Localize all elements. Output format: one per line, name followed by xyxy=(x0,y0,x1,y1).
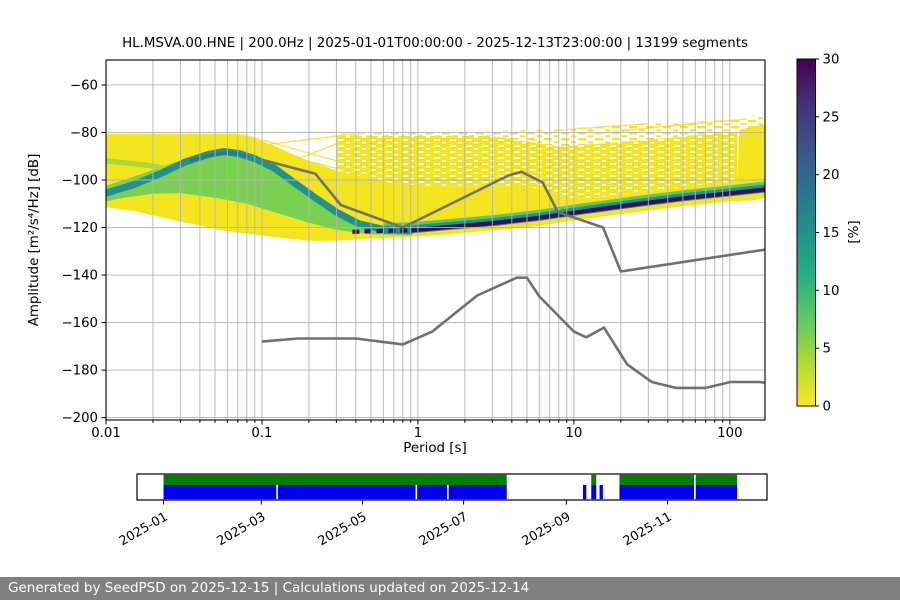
timeline-segment-blue xyxy=(619,485,695,500)
y-tick-label: −60 xyxy=(70,78,98,93)
y-tick-label: −80 xyxy=(70,126,98,141)
colorbar: 0 5 10 15 20 25 30 xyxy=(796,53,840,415)
x-axis-label: Period [s] xyxy=(403,441,466,456)
heatmap-green-streak xyxy=(106,158,171,171)
x-tick-label: 100 xyxy=(717,426,742,441)
heatmap-psd-streak xyxy=(274,134,360,169)
y-tick-label: −180 xyxy=(61,364,98,379)
y-tick-label: −100 xyxy=(61,174,98,189)
x-tick-label: 1 xyxy=(414,426,422,441)
colorbar-tick-label: 25 xyxy=(823,110,840,125)
x-tick-label: 10 xyxy=(565,426,582,441)
heatmap-ridge-core xyxy=(189,151,249,163)
footer-bar: Generated by SeedPSD on 2025-12-15 | Cal… xyxy=(0,577,900,600)
timeline-segment-blue xyxy=(448,485,507,500)
colorbar-tick-label: 30 xyxy=(823,53,840,68)
x-tick-label: 0.01 xyxy=(91,426,121,441)
heatmap-dense-region xyxy=(336,132,738,199)
footer-text: Generated by SeedPSD on 2025-12-15 | Cal… xyxy=(8,580,530,596)
timeline-segment-blue xyxy=(695,485,738,500)
heatmap-psd-streak xyxy=(667,118,748,128)
axes: 0.01 0.1 1 10 100 −60 −80 −100 −120 −140 −160 −180 −… xyxy=(61,59,766,441)
timeline-segment-blue xyxy=(582,485,587,500)
timeline-segment-green xyxy=(591,474,597,485)
y-tick-label: −200 xyxy=(61,411,98,426)
plot-background xyxy=(106,60,765,420)
timeline-segment-blue xyxy=(163,485,277,500)
timeline-tick-label: 2025-07 xyxy=(417,509,471,549)
y-tick-label: −120 xyxy=(61,221,98,236)
figure-svg: 0.01 0.1 1 10 100−60−80−100−120−140−160−180−… xyxy=(27,36,862,549)
timeline-tick-label: 2025-09 xyxy=(520,509,574,549)
heatmap-sparse-region xyxy=(331,117,765,147)
timeline-segment-blue xyxy=(417,485,448,500)
nlnm-line xyxy=(261,276,765,390)
timeline-segment-green xyxy=(163,474,507,485)
plot-border xyxy=(105,59,766,421)
heatmap-psd-streak xyxy=(258,133,356,147)
heatmap-psd-streak xyxy=(596,122,696,135)
timeline-segment-green xyxy=(619,474,695,485)
timeline-tick-label: 2025-01 xyxy=(117,509,171,549)
noise-model-lines xyxy=(261,158,765,390)
y-axis-label: Amplitude [m²/s⁴/Hz] [dB] xyxy=(27,154,42,327)
y-tick-label: −140 xyxy=(61,269,98,284)
timeline-tick-label: 2025-11 xyxy=(621,509,675,549)
colorbar-tick-label: 5 xyxy=(823,342,831,357)
heatmap-band-dark xyxy=(410,187,765,233)
timeline-segment-blue xyxy=(599,485,603,500)
colorbar-tick-label: 0 xyxy=(823,400,831,415)
y-tick-label: −160 xyxy=(61,316,98,331)
timeline-segment-green xyxy=(695,474,738,485)
colorbar-label: [%] xyxy=(847,220,862,243)
timeline-tick-label: 2025-03 xyxy=(215,509,269,549)
x-tick-label: 0.1 xyxy=(251,426,272,441)
timeline-tick-label: 2025-05 xyxy=(316,509,370,549)
timeline-segment-blue xyxy=(591,485,597,500)
timeline-segment-blue xyxy=(277,485,416,500)
chart-title: HL.MSVA.00.HNE | 200.0Hz | 2025-01-01T00… xyxy=(122,36,748,51)
heatmap-psd-streak xyxy=(289,155,378,180)
colorbar-tick-label: 20 xyxy=(823,168,840,183)
heatmap-psd-streak xyxy=(242,133,372,172)
nhnm-line xyxy=(261,158,765,273)
grid-lines xyxy=(105,60,765,420)
timeline-axis: 2025-01 2025-03 2025-05 2025-07 2025-09 2025-… xyxy=(117,473,768,549)
heatmap-layers xyxy=(106,60,765,420)
colorbar-gradient xyxy=(797,59,816,406)
colorbar-tick-label: 10 xyxy=(823,284,840,299)
colorbar-tick-label: 15 xyxy=(823,226,840,241)
